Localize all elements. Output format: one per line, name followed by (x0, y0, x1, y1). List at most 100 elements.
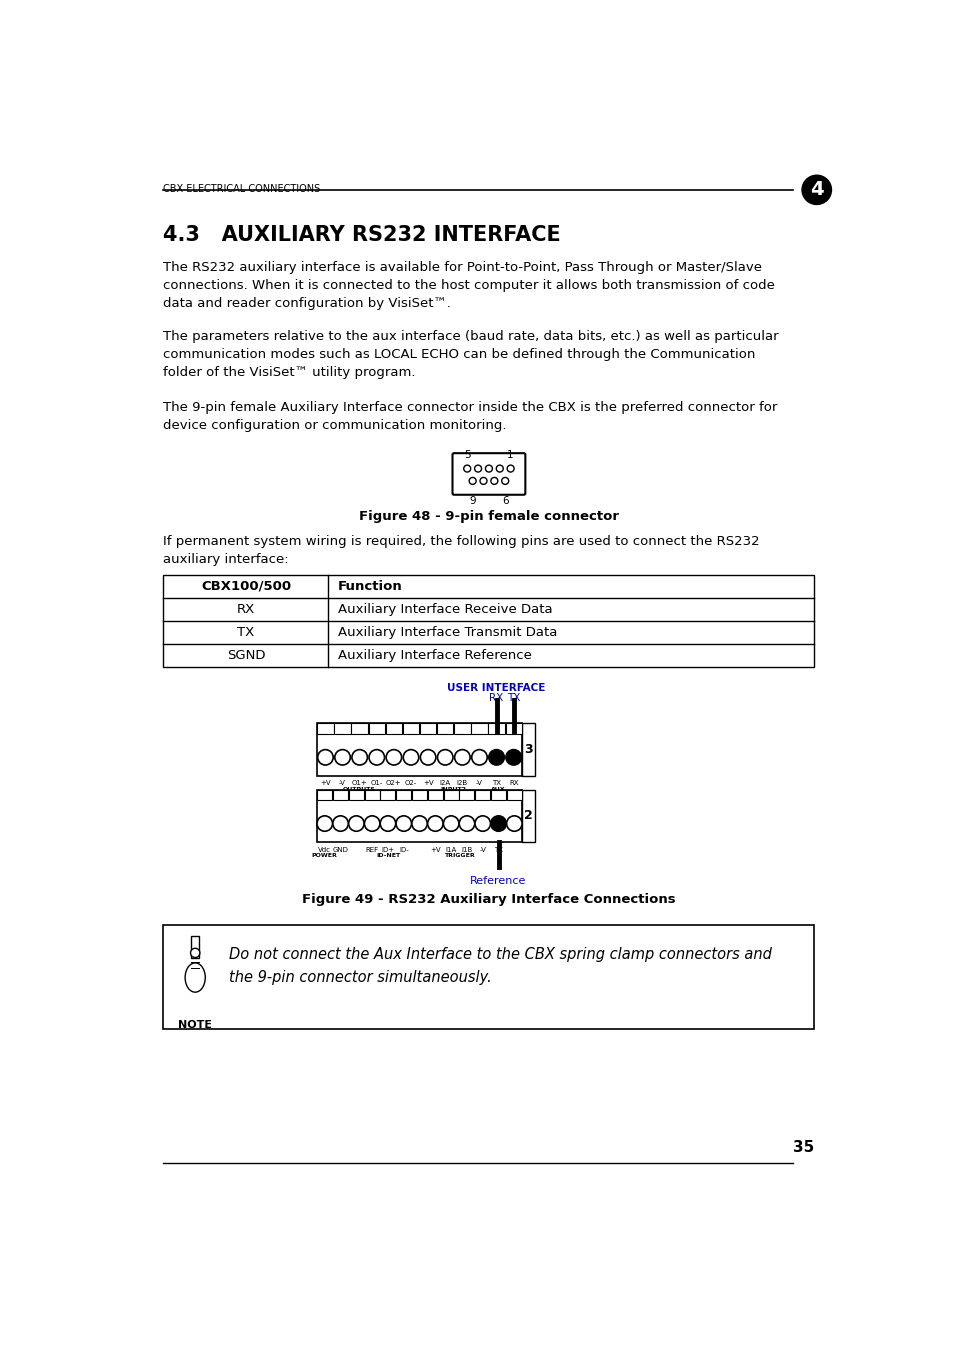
Text: +V: +V (430, 847, 440, 852)
Bar (395, 790, 411, 800)
Text: USER INTERFACE: USER INTERFACE (447, 682, 545, 693)
Text: INPUT2: INPUT2 (440, 786, 466, 792)
Text: 4.3   AUXILIARY RS232 INTERFACE: 4.3 AUXILIARY RS232 INTERFACE (163, 226, 560, 246)
Text: I2A: I2A (439, 781, 451, 786)
Bar (505, 723, 521, 734)
Bar (521, 790, 534, 842)
Bar (506, 790, 521, 800)
Text: The RS232 auxiliary interface is available for Point-to-Point, Pass Through or M: The RS232 auxiliary interface is availab… (163, 261, 775, 309)
Bar (351, 723, 368, 734)
Bar (380, 790, 395, 800)
Text: Figure 49 - RS232 Auxiliary Interface Connections: Figure 49 - RS232 Auxiliary Interface Co… (302, 893, 675, 907)
Text: If permanent system wiring is required, the following pins are used to connect t: If permanent system wiring is required, … (163, 535, 760, 566)
Bar (317, 723, 334, 734)
Text: Auxiliary Interface Reference: Auxiliary Interface Reference (337, 650, 531, 662)
Bar (317, 790, 332, 800)
Bar (491, 790, 505, 800)
Text: OUTPUTS: OUTPUTS (343, 786, 375, 792)
Bar (412, 790, 427, 800)
Text: 6: 6 (501, 496, 508, 507)
Text: The parameters relative to the aux interface (baud rate, data bits, etc.) as wel: The parameters relative to the aux inter… (163, 330, 779, 380)
Circle shape (474, 465, 481, 471)
Circle shape (485, 465, 492, 471)
Text: I2B: I2B (456, 781, 467, 786)
Circle shape (191, 948, 199, 958)
Text: I1B: I1B (461, 847, 472, 852)
Bar (475, 790, 490, 800)
Text: 1: 1 (507, 450, 514, 461)
Text: ID+: ID+ (381, 847, 395, 852)
Text: TX: TX (494, 847, 502, 852)
Text: 35: 35 (792, 1140, 814, 1155)
Bar (364, 790, 379, 800)
Circle shape (333, 816, 348, 831)
Circle shape (458, 816, 475, 831)
FancyBboxPatch shape (452, 453, 525, 494)
Text: Figure 48 - 9-pin female connector: Figure 48 - 9-pin female connector (358, 511, 618, 523)
Text: TX: TX (492, 781, 500, 786)
Circle shape (801, 176, 831, 204)
Text: GND: GND (333, 847, 348, 852)
Bar (163, 925, 814, 1029)
Circle shape (420, 750, 436, 765)
Circle shape (469, 477, 476, 485)
Circle shape (412, 816, 427, 831)
Text: +V: +V (422, 781, 433, 786)
Text: TX: TX (506, 693, 519, 704)
Bar (316, 723, 521, 775)
Circle shape (501, 477, 508, 485)
Circle shape (488, 750, 504, 765)
Text: O2+: O2+ (386, 781, 401, 786)
Bar (163, 574, 814, 667)
Circle shape (507, 465, 514, 471)
Text: O1-: O1- (370, 781, 382, 786)
Bar (333, 790, 348, 800)
Circle shape (455, 750, 470, 765)
Text: REF: REF (365, 847, 378, 852)
Bar (436, 723, 453, 734)
Circle shape (386, 750, 401, 765)
Circle shape (316, 816, 333, 831)
Text: Auxiliary Interface Transmit Data: Auxiliary Interface Transmit Data (337, 626, 557, 639)
Text: 2: 2 (523, 809, 533, 823)
Text: CBX100/500: CBX100/500 (201, 580, 291, 593)
Text: 4: 4 (809, 180, 822, 200)
Text: Auxiliary Interface Receive Data: Auxiliary Interface Receive Data (337, 603, 552, 616)
Circle shape (463, 465, 470, 471)
Text: 9: 9 (469, 496, 476, 507)
Circle shape (380, 816, 395, 831)
Text: AUX: AUX (490, 786, 505, 792)
Circle shape (491, 477, 497, 485)
Circle shape (395, 816, 411, 831)
Text: Reference: Reference (470, 875, 526, 886)
Text: O2-: O2- (404, 781, 416, 786)
Circle shape (364, 816, 379, 831)
Bar (521, 723, 534, 775)
Text: Vdc: Vdc (318, 847, 331, 852)
Bar (316, 790, 521, 842)
Circle shape (506, 816, 521, 831)
Circle shape (369, 750, 384, 765)
Bar (454, 723, 470, 734)
Bar (349, 790, 363, 800)
Text: Function: Function (337, 580, 402, 593)
Circle shape (352, 750, 367, 765)
Ellipse shape (185, 963, 205, 992)
Bar (459, 790, 474, 800)
Text: RX: RX (236, 603, 254, 616)
Bar (385, 723, 401, 734)
Text: RX: RX (508, 781, 517, 786)
Text: TRIGGER: TRIGGER (443, 852, 474, 858)
Bar (488, 723, 504, 734)
Text: -V: -V (476, 781, 482, 786)
Circle shape (335, 750, 350, 765)
Bar (471, 723, 487, 734)
Bar (419, 723, 436, 734)
Bar (402, 723, 418, 734)
Circle shape (475, 816, 490, 831)
Text: I1A: I1A (445, 847, 456, 852)
Circle shape (471, 750, 487, 765)
Text: ID-NET: ID-NET (375, 852, 399, 858)
Text: 3: 3 (523, 743, 532, 757)
Circle shape (427, 816, 442, 831)
